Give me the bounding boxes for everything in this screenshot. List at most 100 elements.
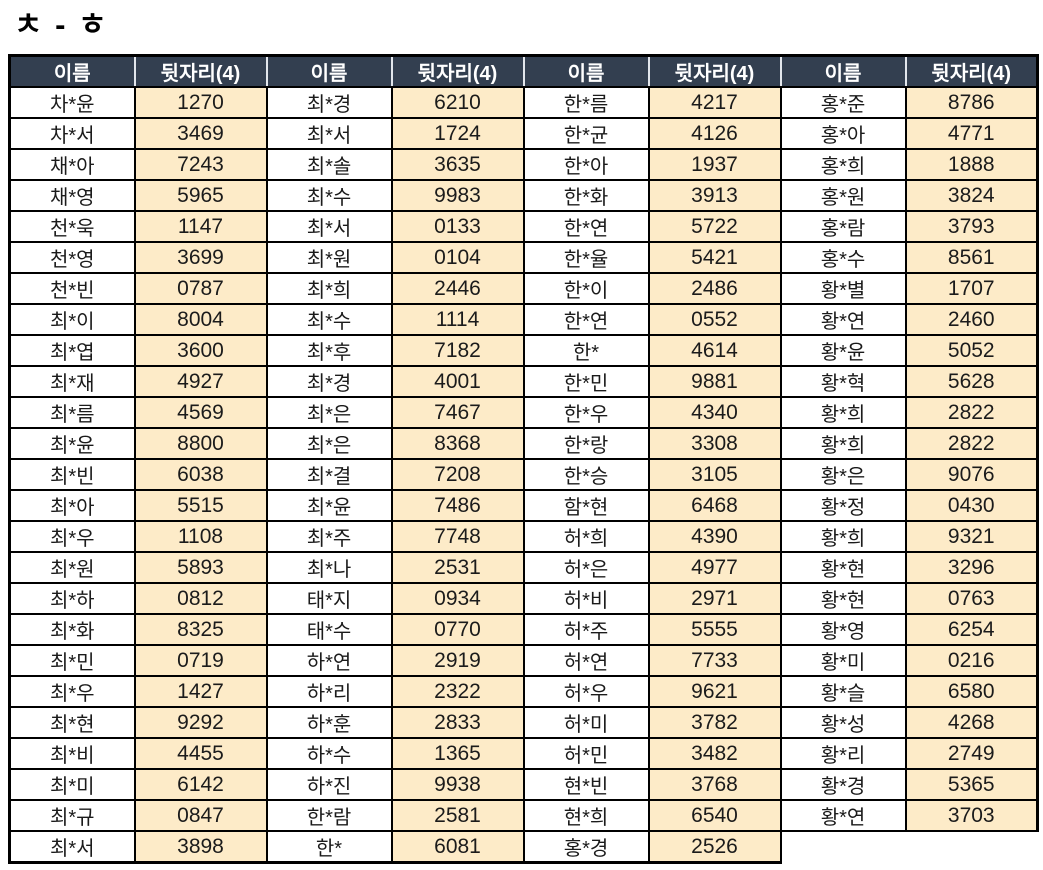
digits-cell: 4217 — [647, 86, 782, 119]
digits-cell: 3898 — [133, 830, 268, 864]
digits-cell: 3482 — [647, 737, 782, 770]
name-cell: 한*연 — [522, 303, 650, 336]
digits-cell: 6540 — [647, 799, 782, 832]
digits-cell: 0104 — [390, 241, 525, 274]
name-cell: 태*수 — [265, 613, 393, 646]
name-cell: 최*경 — [265, 365, 393, 398]
name-cell: 최*서 — [8, 830, 136, 864]
header-digits-1: 뒷자리(4) — [134, 54, 268, 88]
name-cell: 한*아 — [522, 148, 650, 181]
digits-cell: 3600 — [133, 334, 268, 367]
digits-cell: 3824 — [904, 179, 1039, 212]
name-cell: 채*영 — [8, 179, 136, 212]
digits-cell: 7208 — [390, 458, 525, 491]
name-cell: 최*우 — [8, 520, 136, 553]
digits-cell: 4268 — [904, 706, 1039, 739]
table-row: 최*아 5515 최*윤 7486 함*현 6468 황*정 0430 — [8, 489, 1039, 522]
digits-cell: 2749 — [904, 737, 1039, 770]
digits-cell: 7748 — [390, 520, 525, 553]
empty-cell — [780, 831, 906, 863]
table-row: 최*이 8004 최*수 1114 한*연 0552 황*연 2460 — [8, 303, 1039, 336]
digits-cell: 2833 — [390, 706, 525, 739]
digits-cell: 0552 — [647, 303, 782, 336]
digits-cell: 7733 — [647, 644, 782, 677]
header-row: 이름 뒷자리(4) 이름 뒷자리(4) 이름 뒷자리(4) 이름 뒷자리(4) — [8, 54, 1039, 88]
digits-cell: 2446 — [390, 272, 525, 305]
digits-cell: 9881 — [647, 365, 782, 398]
table-row: 최*엽 3600 최*후 7182 한* 4614 황*윤 5052 — [8, 334, 1039, 367]
digits-cell: 1365 — [390, 737, 525, 770]
name-cell: 최*원 — [265, 241, 393, 274]
name-cell: 황*윤 — [779, 334, 907, 367]
digits-cell: 6210 — [390, 86, 525, 119]
digits-cell: 5722 — [647, 210, 782, 243]
digits-cell: 6081 — [390, 830, 525, 864]
name-cell: 최*이 — [8, 303, 136, 336]
name-cell: 최*후 — [265, 334, 393, 367]
digits-cell: 1724 — [390, 117, 525, 150]
name-cell: 최*현 — [8, 706, 136, 739]
name-cell: 한* — [522, 334, 650, 367]
table-row: 최*름 4569 최*은 7467 한*우 4340 황*희 2822 — [8, 396, 1039, 429]
name-cell: 최*솔 — [265, 148, 393, 181]
digits-cell: 8800 — [133, 427, 268, 460]
digits-cell: 2486 — [647, 272, 782, 305]
name-cell: 최*서 — [265, 210, 393, 243]
digits-cell: 2919 — [390, 644, 525, 677]
table-row: 최*윤 8800 최*은 8368 한*랑 3308 황*희 2822 — [8, 427, 1039, 460]
digits-cell: 1888 — [904, 148, 1039, 181]
name-digits-table: 이름 뒷자리(4) 이름 뒷자리(4) 이름 뒷자리(4) 이름 뒷자리(4) … — [8, 54, 1039, 864]
name-cell: 최*규 — [8, 799, 136, 832]
name-cell: 홍*희 — [779, 148, 907, 181]
digits-cell: 6254 — [904, 613, 1039, 646]
name-cell: 하*연 — [265, 644, 393, 677]
name-cell: 허*우 — [522, 675, 650, 708]
name-cell: 홍*준 — [779, 86, 907, 119]
digits-cell: 5421 — [647, 241, 782, 274]
digits-cell: 4126 — [647, 117, 782, 150]
digits-cell: 3782 — [647, 706, 782, 739]
digits-cell: 5365 — [904, 768, 1039, 801]
table-row: 최*재 4927 최*경 4001 한*민 9881 황*혁 5628 — [8, 365, 1039, 398]
name-cell: 허*은 — [522, 551, 650, 584]
digits-cell: 0787 — [133, 272, 268, 305]
name-cell: 최*경 — [265, 86, 393, 119]
name-cell: 최*엽 — [8, 334, 136, 367]
header-name-4: 이름 — [780, 54, 907, 88]
name-cell: 한*우 — [522, 396, 650, 429]
name-cell: 홍*아 — [779, 117, 907, 150]
header-name-2: 이름 — [266, 54, 393, 88]
table-row: 최*서 3898 한* 6081 홍*경 2526 — [8, 830, 1038, 864]
header-name-1: 이름 — [8, 54, 136, 88]
digits-cell: 9983 — [390, 179, 525, 212]
digits-cell: 3703 — [904, 799, 1039, 832]
digits-cell: 7182 — [390, 334, 525, 367]
name-cell: 하*진 — [265, 768, 393, 801]
name-cell: 최*서 — [265, 117, 393, 150]
digits-cell: 2526 — [647, 830, 782, 864]
name-cell: 최*희 — [265, 272, 393, 305]
name-cell: 하*수 — [265, 737, 393, 770]
table-row: 최*화 8325 태*수 0770 허*주 5555 황*영 6254 — [8, 613, 1039, 646]
digits-cell: 3635 — [390, 148, 525, 181]
name-cell: 한*람 — [265, 799, 393, 832]
table-row: 차*윤 1270 최*경 6210 한*름 4217 홍*준 8786 — [8, 86, 1039, 119]
name-cell: 최*름 — [8, 396, 136, 429]
name-cell: 한* — [265, 830, 393, 864]
name-cell: 허*주 — [522, 613, 650, 646]
digits-cell: 7486 — [390, 489, 525, 522]
name-cell: 허*희 — [522, 520, 650, 553]
name-cell: 황*리 — [779, 737, 907, 770]
name-cell: 한*율 — [522, 241, 650, 274]
digits-cell: 0133 — [390, 210, 525, 243]
name-cell: 황*연 — [779, 799, 907, 832]
name-cell: 최*비 — [8, 737, 136, 770]
name-cell: 한*연 — [522, 210, 650, 243]
name-cell: 태*지 — [265, 582, 393, 615]
name-cell: 황*경 — [779, 768, 907, 801]
digits-cell: 5555 — [647, 613, 782, 646]
name-cell: 황*별 — [779, 272, 907, 305]
digits-cell: 6142 — [133, 768, 268, 801]
digits-cell: 6580 — [904, 675, 1039, 708]
name-cell: 최*나 — [265, 551, 393, 584]
